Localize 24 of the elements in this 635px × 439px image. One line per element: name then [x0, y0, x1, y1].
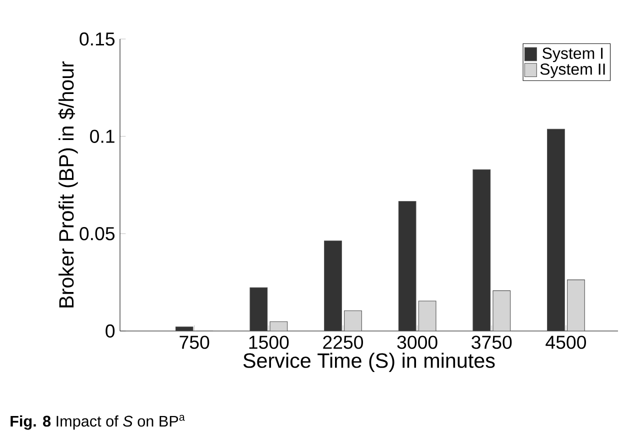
bar: [324, 240, 342, 331]
bar: [344, 310, 362, 331]
legend-label: System I: [542, 48, 603, 62]
y-tick-label: 0.05: [80, 227, 115, 240]
bar: [547, 128, 565, 331]
y-axis-title: Broker Profit (BP) in $/hour: [58, 61, 78, 308]
x-tick-label: 1500: [249, 336, 289, 349]
bar: [418, 300, 436, 331]
x-tick-label: 3750: [472, 336, 512, 349]
y-tick-label: 0.1: [90, 130, 114, 143]
bar: [492, 290, 511, 331]
text: Fig. 8 Impact of S on BP$^{a}$: [10, 414, 185, 430]
bar: [250, 287, 268, 331]
bar: [472, 169, 491, 331]
x-tick-label: 2250: [323, 336, 364, 349]
x-axis-title: Service Time (S) in minutes: [243, 352, 495, 372]
y-tick-label: 0: [106, 324, 115, 338]
bar: [567, 280, 585, 331]
x-tick-label: 750: [180, 336, 210, 349]
x-tick-label: 3000: [397, 336, 438, 349]
legend-label: System II: [540, 63, 605, 78]
x-tick-label: 4500: [546, 336, 586, 349]
y-tick-label: 0.15: [80, 32, 115, 46]
bar: [398, 201, 416, 331]
